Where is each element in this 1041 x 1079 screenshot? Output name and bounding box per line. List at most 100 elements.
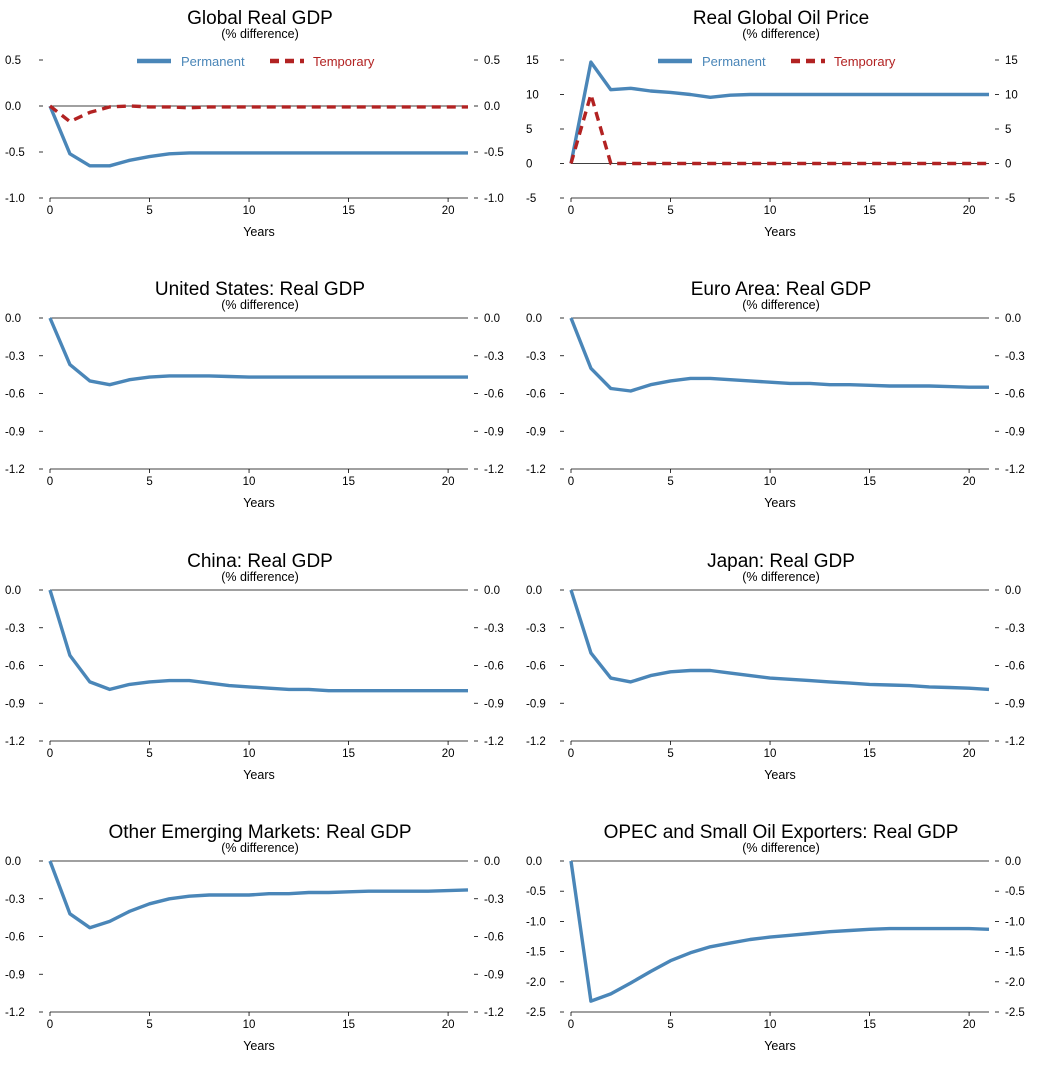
chart-subtitle: (% difference) xyxy=(221,570,299,584)
chart-subtitle: (% difference) xyxy=(742,841,820,855)
chart-title: Global Real GDP xyxy=(187,8,333,29)
panel-other-emerging-markets-real-gdp: Other Emerging Markets: Real GDP (% diffe… xyxy=(0,814,520,1079)
chart-subtitle: (% difference) xyxy=(742,570,820,584)
series-line-main xyxy=(48,589,468,693)
y-tick-label-left: 0.0 xyxy=(526,856,542,868)
panel-euro-area-real-gdp: Euro Area: Real GDP (% difference) 0 5 10 15 2… xyxy=(521,271,1041,536)
x-axis-label: Years xyxy=(243,496,275,510)
x-tick-label: 20 xyxy=(442,1019,455,1031)
x-axis-label: Years xyxy=(764,496,796,510)
x-tick-label: 5 xyxy=(667,476,673,488)
y-tick-label-right: 0.0 xyxy=(484,101,500,113)
y-tick-label-left: -0.6 xyxy=(5,932,25,944)
x-tick-label: 20 xyxy=(963,748,976,760)
chart-subtitle: (% difference) xyxy=(221,298,299,312)
legend-label-permanent: Permanent xyxy=(181,54,245,69)
y-tick-label-left: -0.3 xyxy=(526,351,546,363)
chart-subtitle: (% difference) xyxy=(221,841,299,855)
x-tick-label: 0 xyxy=(47,1019,53,1031)
series-line-main xyxy=(48,860,469,930)
x-tick-label: 20 xyxy=(442,748,455,760)
y-tick-label-left: 0.0 xyxy=(5,101,21,113)
y-tick-label-right: -0.3 xyxy=(484,351,504,363)
y-tick-label-left: 0.0 xyxy=(526,313,542,325)
x-tick-label: 10 xyxy=(243,1019,256,1031)
chart-svg: Other Emerging Markets: Real GDP(% diffe… xyxy=(5,822,504,1053)
y-tick-label-left: -1.0 xyxy=(526,916,546,928)
panel-real-global-oil-price: Real Global Oil Price (% difference) Perma… xyxy=(521,0,1041,265)
x-tick-label: 0 xyxy=(47,205,53,217)
y-tick-label-left: -1.2 xyxy=(526,464,546,476)
y-tick-label-left: 5 xyxy=(526,124,532,136)
y-tick-label-left: -0.5 xyxy=(526,886,546,898)
y-tick-label-right: -0.6 xyxy=(484,932,504,944)
panel-china-real-gdp: China: Real GDP (% difference) 0 5 10 15 20 Yea… xyxy=(0,543,520,808)
x-tick-label: 5 xyxy=(667,748,673,760)
x-tick-label: 5 xyxy=(667,1019,673,1031)
y-tick-label-left: 0.0 xyxy=(526,585,542,597)
x-axis-label: Years xyxy=(243,225,275,239)
y-tick-label-left: 15 xyxy=(526,55,539,67)
legend-label-temporary: Temporary xyxy=(834,54,896,69)
x-tick-label: 15 xyxy=(863,205,876,217)
y-tick-label-right: 0.5 xyxy=(484,55,500,67)
panel-japan-real-gdp: Japan: Real GDP (% difference) 0 5 10 15 20 Yea… xyxy=(521,543,1041,808)
y-tick-label-right: 0.0 xyxy=(484,856,500,868)
y-tick-label-left: -1.2 xyxy=(5,1007,25,1019)
y-tick-label-right: 0.0 xyxy=(484,585,500,597)
panel-united-states-real-gdp: United States: Real GDP (% difference) 0 5 1… xyxy=(0,271,520,536)
y-tick-label-right: -0.9 xyxy=(484,698,504,710)
x-tick-label: 5 xyxy=(146,748,152,760)
chart-title: OPEC and Small Oil Exporters: Real GDP xyxy=(604,822,959,843)
x-tick-label: 10 xyxy=(764,1019,777,1031)
y-tick-label-right: -0.6 xyxy=(1005,389,1025,401)
y-tick-label-left: -1.2 xyxy=(5,736,25,748)
chart-title: Other Emerging Markets: Real GDP xyxy=(108,822,411,843)
y-tick-label-right: -1.2 xyxy=(1005,736,1025,748)
chart-subtitle: (% difference) xyxy=(742,27,820,41)
y-tick-label-right: -1.5 xyxy=(1005,947,1025,959)
series-line-main xyxy=(569,317,989,393)
y-tick-label-left: -0.9 xyxy=(526,698,546,710)
y-tick-label-left: 0.0 xyxy=(5,856,21,868)
x-tick-label: 20 xyxy=(963,205,976,217)
y-tick-label-right: -0.3 xyxy=(1005,623,1025,635)
x-axis-label: Years xyxy=(243,1039,275,1053)
y-tick-label-left: -1.0 xyxy=(5,193,25,205)
y-tick-label-right: -0.3 xyxy=(484,894,504,906)
chart-svg: OPEC and Small Oil Exporters: Real GDP(%… xyxy=(526,822,1025,1053)
y-tick-label-right: -1.2 xyxy=(1005,464,1025,476)
y-tick-label-left: -0.9 xyxy=(5,426,25,438)
y-tick-label-right: 0.0 xyxy=(1005,313,1021,325)
chart-svg: United States: Real GDP(% difference) 0 5 1… xyxy=(5,279,504,510)
y-tick-label-left: -0.9 xyxy=(5,969,25,981)
y-tick-label-right: -0.9 xyxy=(1005,426,1025,438)
x-tick-label: 0 xyxy=(568,748,574,760)
series-line-permanent xyxy=(48,105,468,168)
x-tick-label: 0 xyxy=(47,476,53,488)
series-line-temporary xyxy=(48,104,468,124)
series-line-permanent xyxy=(569,60,989,164)
x-tick-label: 15 xyxy=(863,1019,876,1031)
x-axis-label: Years xyxy=(764,768,796,782)
y-tick-label-left: -0.9 xyxy=(5,698,25,710)
y-tick-label-left: 0.5 xyxy=(5,55,21,67)
y-tick-label-right: -1.2 xyxy=(484,736,504,748)
y-tick-label-left: -0.3 xyxy=(5,351,25,363)
y-tick-label-right: -1.2 xyxy=(484,464,504,476)
x-tick-label: 15 xyxy=(342,1019,355,1031)
y-tick-label-left: -0.6 xyxy=(5,661,25,673)
x-tick-label: 10 xyxy=(243,205,256,217)
y-tick-label-right: -0.6 xyxy=(484,661,504,673)
legend-label-temporary: Temporary xyxy=(313,54,375,69)
y-tick-label-left: -1.2 xyxy=(5,464,25,476)
chart-title: United States: Real GDP xyxy=(155,279,365,300)
series-line-temporary xyxy=(569,92,989,166)
x-tick-label: 20 xyxy=(963,1019,976,1031)
panel-opec-small-oil-exporters-real-gdp: OPEC and Small Oil Exporters: Real GDP (%… xyxy=(521,814,1041,1079)
x-axis-label: Years xyxy=(243,768,275,782)
y-tick-label-left: -0.6 xyxy=(526,389,546,401)
y-tick-label-left: -2.5 xyxy=(526,1007,546,1019)
y-tick-label-right: 0.0 xyxy=(1005,856,1021,868)
